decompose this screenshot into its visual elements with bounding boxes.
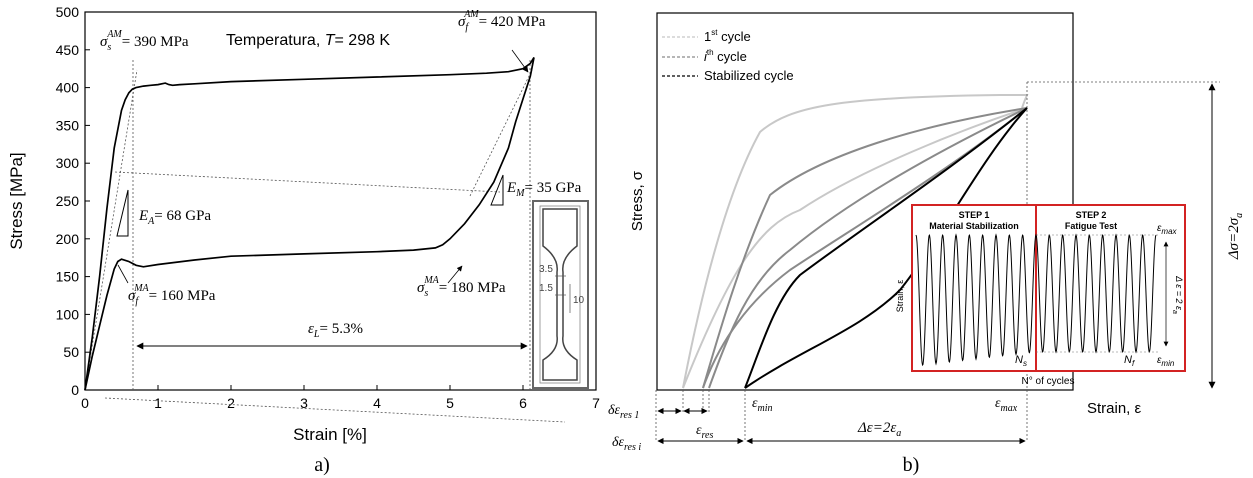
slope-line-austenite (84, 69, 138, 391)
y-tick-label: 350 (56, 117, 80, 133)
inset-eps-max: εmax (1157, 223, 1178, 236)
x-tick-label: 6 (519, 395, 527, 411)
panel-b-helper-lines (655, 82, 1028, 442)
eps-min-label: εmin (752, 396, 773, 414)
specimen-dim-gauge: 10 (573, 295, 585, 306)
specimen-dim-width: 3.5 (539, 264, 553, 275)
y-tick-label: 200 (56, 231, 80, 247)
sigma-s-ma-pointer (447, 265, 463, 284)
y-tick-label: 300 (56, 155, 80, 171)
y-tick-label: 0 (71, 382, 79, 398)
sigma-f-am-pointer (511, 49, 529, 73)
delta-sigma-label: Δσ=2σa (1226, 213, 1245, 260)
curve-ith-cycle-loading-2 (708, 107, 1028, 389)
fatigue-inset: STEP 1 Material Stabilization STEP 2 Fat… (895, 204, 1186, 387)
curve-ith-cycle-loading (702, 107, 1028, 389)
temperature-label: Temperatura, T= 298 K (226, 32, 390, 49)
inset-ns-label: Ns (1015, 354, 1027, 368)
eps-max-label: εmax (995, 396, 1018, 414)
inset-y-label: Strain, ε (895, 280, 905, 313)
eps-res-label: εres (696, 423, 713, 441)
x-tick-label: 7 (592, 395, 600, 411)
sigma-f-ma-pointer (117, 264, 129, 284)
d-eps-resi-label: δεres i (612, 435, 641, 453)
panel-a: 0 1 2 3 4 5 6 7 0 50 100 150 200 250 300 350 400 450 500 S… (7, 4, 600, 476)
curve-stabilized-unloading (744, 107, 1028, 389)
legend: 1st cycle ith cycle Stabilized cycle (662, 28, 794, 83)
curve-1st-cycle-unloading (682, 107, 1028, 389)
y-tick-label: 400 (56, 80, 80, 96)
curve-stabilized-loading (744, 107, 1028, 389)
x-tick-label: 3 (300, 395, 308, 411)
panel-a-y-axis-label: Stress [MPa] (7, 152, 26, 249)
panel-b-y-axis-label: Stress, σ (629, 170, 646, 231)
unloading-curve (84, 57, 535, 391)
legend-label-stabilized-cycle: Stabilized cycle (704, 68, 794, 83)
y-tick-label: 50 (63, 344, 79, 360)
loading-curve (84, 56, 535, 391)
inset-x-label: N° of cycles (1022, 376, 1075, 387)
panel-a-x-axis-label: Strain [%] (293, 425, 367, 444)
y-tick-label: 500 (56, 4, 80, 20)
specimen-outline (539, 205, 581, 384)
inset-step2-title: STEP 2 (1076, 210, 1107, 220)
slope-line-martensite (469, 69, 533, 197)
panel-b-caption: b) (903, 454, 920, 476)
sigma-f-am-label: σfAM= 420 MPa (458, 9, 546, 33)
sigma-f-ma-label: σfMA= 160 MPa (128, 283, 216, 307)
x-tick-label: 4 (373, 395, 381, 411)
panel-b-x-axis-label: Strain, ε (1087, 400, 1142, 417)
inset-step2-subtitle: Fatigue Test (1065, 221, 1117, 231)
panel-a-ticks (84, 11, 597, 391)
x-tick-label: 2 (227, 395, 235, 411)
panel-b: 1st cycle ith cycle Stabilized cycle Str… (608, 12, 1245, 476)
inset-step1-title: STEP 1 (959, 210, 990, 220)
e-m-label: EM= 35 GPa (506, 180, 582, 199)
eps-l-label: εL= 5.3% (308, 321, 363, 340)
inset-eps-min: εmin (1157, 355, 1175, 368)
upper-plateau-fit (104, 397, 566, 423)
inset-nf-label: Nf (1124, 354, 1135, 368)
slope-triangle-austenite (116, 189, 129, 237)
sigma-s-ma-label: σsMA= 180 MPa (417, 275, 506, 299)
specimen-inset: 3.5 1.5 10 (532, 200, 589, 389)
x-tick-label: 5 (446, 395, 454, 411)
panel-a-helper-lines (84, 60, 566, 423)
y-tick-label: 150 (56, 269, 80, 285)
inset-step1-subtitle: Material Stabilization (929, 221, 1019, 231)
y-tick-label: 450 (56, 42, 80, 58)
specimen-dim-thickness: 1.5 (539, 283, 553, 294)
legend-label-1st-cycle: 1st cycle (704, 28, 751, 44)
slope-triangle-martensite (490, 174, 504, 206)
lower-plateau-fit (114, 171, 501, 193)
panel-a-caption: a) (314, 454, 330, 476)
delta-eps-label: Δε=2εa (857, 420, 901, 439)
y-tick-label: 100 (56, 306, 80, 322)
e-a-label: EA= 68 GPa (138, 208, 211, 227)
panel-b-frame (656, 12, 1074, 391)
d-eps-res1-label: δεres 1 (608, 403, 639, 421)
x-tick-label: 1 (154, 395, 162, 411)
panel-a-tick-labels: 0 1 2 3 4 5 6 7 0 50 100 150 200 250 300 350 400 450 500 (56, 4, 600, 411)
legend-label-ith-cycle: ith cycle (704, 48, 747, 64)
inset-delta-eps: Δ ε = 2 εa (1171, 275, 1184, 314)
y-tick-label: 250 (56, 193, 80, 209)
sigma-s-am-label: σsAM= 390 MPa (100, 29, 189, 53)
dogbone-specimen-outline (542, 208, 578, 381)
x-tick-label: 0 (81, 395, 89, 411)
curve-ith-cycle-unloading (702, 107, 1028, 389)
curve-1st-cycle-loading (682, 94, 1029, 389)
